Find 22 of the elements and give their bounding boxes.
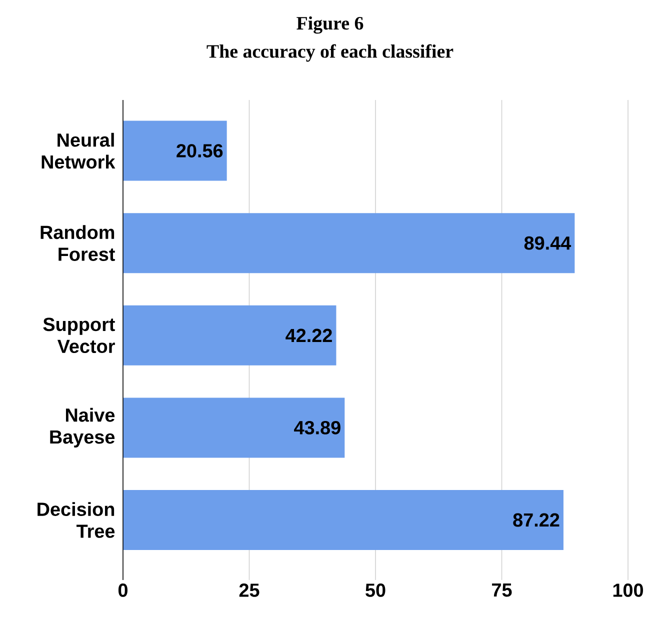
data-label: 20.56: [176, 144, 223, 158]
x-tick-label: 75: [492, 584, 512, 597]
x-tick-label: 25: [239, 584, 260, 597]
bar: [123, 398, 345, 458]
y-tick-label: Decision Tree: [38, 502, 115, 538]
data-label: 43.89: [294, 420, 340, 434]
y-tick-label: Random Forest: [40, 225, 115, 261]
chart-title: Figure 6: [296, 16, 364, 34]
y-tick-label: Naive Bayese: [50, 408, 115, 448]
data-label: 87.22: [513, 513, 560, 527]
y-tick-label: Support Vector: [43, 318, 115, 354]
bar: [123, 305, 336, 366]
x-tick-label: 100: [613, 584, 644, 597]
x-tick-label: 50: [366, 584, 386, 597]
y-tick-label: Neural Network: [42, 132, 116, 169]
x-tick-label: 0: [118, 584, 128, 597]
bar: [123, 490, 564, 550]
data-label: 42.22: [286, 328, 332, 342]
bar: [123, 213, 575, 274]
bar: [123, 120, 227, 181]
data-label: 89.44: [524, 236, 572, 250]
chart-subtitle: The accuracy of each classifier: [206, 44, 454, 62]
